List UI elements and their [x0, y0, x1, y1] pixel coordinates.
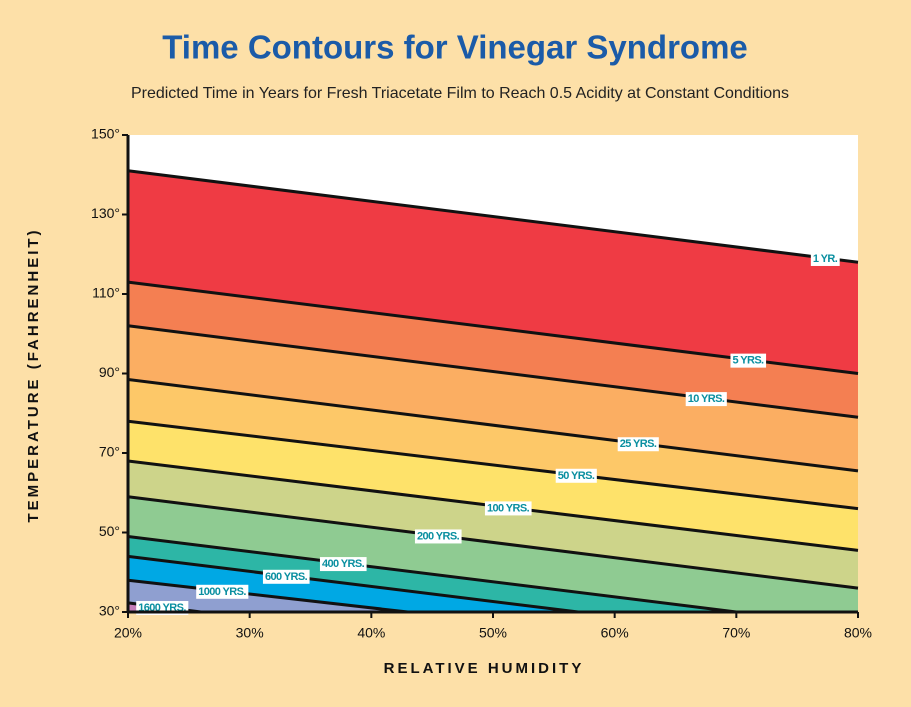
x-tick-label: 20%	[114, 625, 142, 641]
contour-label: 1 YR.	[813, 253, 838, 265]
contour-label-box	[484, 501, 532, 516]
contour-label-box	[555, 468, 597, 483]
contour-line	[127, 578, 409, 614]
y-tick-label: 150°	[91, 126, 120, 142]
contour-label-box	[810, 251, 840, 266]
contour-label: 100 YRS.	[487, 502, 530, 514]
y-tick-label: 70°	[99, 444, 120, 460]
contour-line	[127, 495, 859, 590]
contour-label-box	[319, 557, 367, 572]
x-tick-label: 40%	[357, 625, 385, 641]
y-tick-label: 130°	[91, 205, 120, 221]
y-tick-label: 110°	[92, 285, 120, 301]
x-tick-label: 50%	[479, 625, 507, 641]
contour-label: 50 YRS.	[558, 470, 595, 482]
contour-label: 600 YRS.	[265, 571, 308, 583]
contour-label-box	[414, 529, 462, 544]
contour-label-box	[617, 437, 659, 452]
contour-label-box	[730, 353, 767, 368]
chart-title: Time Contours for Vinegar Syndrome	[162, 29, 748, 66]
contour-label: 200 YRS.	[417, 530, 460, 542]
y-axis-label: TEMPERATURE (FAHRENHEIT)	[25, 227, 42, 522]
contour-label: 10 YRS.	[688, 393, 725, 405]
contour-label: 400 YRS.	[322, 558, 365, 570]
contour-label-box	[262, 569, 310, 584]
x-tick-label: 80%	[844, 625, 872, 641]
x-axis-label: RELATIVE HUMIDITY	[384, 660, 585, 677]
x-tick-label: 70%	[722, 625, 750, 641]
contour-label-box	[685, 392, 727, 407]
contour-label: 1000 YRS.	[198, 586, 246, 598]
y-tick-label: 50°	[99, 523, 120, 539]
contour-label-box	[196, 584, 249, 599]
contour-label: 5 YRS.	[732, 355, 764, 367]
contour-line	[127, 324, 859, 419]
x-tick-label: 60%	[601, 625, 629, 641]
contour-line	[127, 419, 859, 511]
y-tick-label: 30°	[99, 603, 120, 619]
chart-subtitle: Predicted Time in Years for Fresh Triace…	[131, 85, 789, 102]
y-tick-label: 90°	[99, 364, 120, 380]
contour-line	[127, 554, 579, 614]
contour-line	[127, 169, 859, 264]
contour-line	[127, 534, 737, 614]
contour-line	[127, 377, 859, 473]
contour-label: 25 YRS.	[620, 438, 657, 450]
x-tick-label: 30%	[236, 625, 264, 641]
